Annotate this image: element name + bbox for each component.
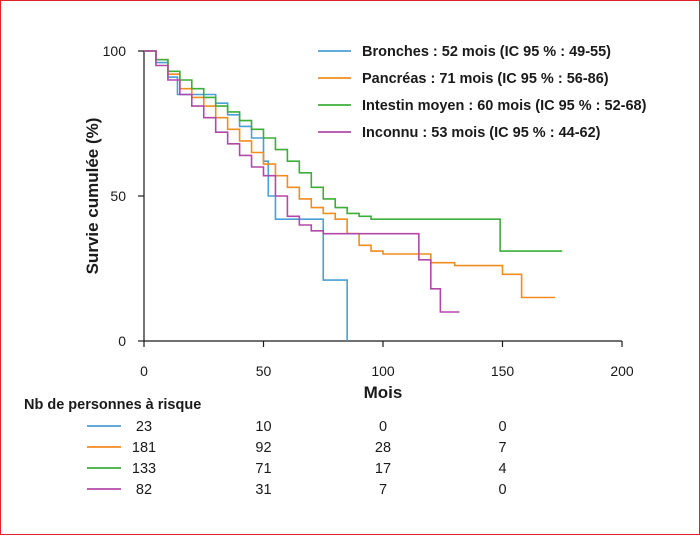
risk-table-cell: 7 <box>498 440 506 456</box>
risk-table-cell: 71 <box>255 461 271 477</box>
survival-curve-3 <box>144 50 563 252</box>
legend-label: Intestin moyen : 60 mois (IC 95 % : 52-6… <box>362 98 647 114</box>
risk-table-cell: 0 <box>498 482 506 498</box>
legend: Bronches : 52 mois (IC 95 % : 49-55) Panc… <box>318 44 647 141</box>
risk-table-cell: 31 <box>255 482 271 498</box>
x-tick-label: 50 <box>256 363 272 379</box>
legend-label: Bronches : 52 mois (IC 95 % : 49-55) <box>362 44 611 60</box>
risk-table-cell: 17 <box>375 461 391 477</box>
y-axis-title: Survie cumulée (%) <box>83 118 102 275</box>
y-tick-label: 100 <box>103 43 127 59</box>
risk-table-cell: 92 <box>255 440 271 456</box>
x-tick-label: 150 <box>491 363 515 379</box>
legend-label: Inconnu : 53 mois (IC 95 % : 44-62) <box>362 125 601 141</box>
risk-table-cell: 7 <box>379 482 387 498</box>
risk-table-cell: 23 <box>136 419 152 435</box>
risk-table-cell: 0 <box>379 419 387 435</box>
risk-table-cell: 181 <box>132 440 156 456</box>
risk-table-cell: 82 <box>136 482 152 498</box>
curves <box>144 50 563 341</box>
x-tick-label: 0 <box>140 363 148 379</box>
ticks: 0 50 100 150 200 0 50 100 <box>103 43 634 379</box>
x-axis-title: Mois <box>364 383 403 402</box>
risk-table-cell: 0 <box>498 419 506 435</box>
survival-curve-1 <box>144 50 348 341</box>
risk-table-title: Nb de personnes à risque <box>24 397 201 413</box>
survival-curve-4 <box>144 50 460 313</box>
survival-curve-2 <box>144 50 556 299</box>
y-tick-label: 0 <box>118 333 126 349</box>
legend-label: Pancréas : 71 mois (IC 95 % : 56-86) <box>362 71 609 87</box>
y-tick-label: 50 <box>110 188 126 204</box>
risk-table-cell: 10 <box>255 419 271 435</box>
risk-table-cell: 28 <box>375 440 391 456</box>
risk-table-cell: 4 <box>498 461 506 477</box>
x-tick-label: 200 <box>610 363 634 379</box>
x-tick-label: 100 <box>371 363 395 379</box>
risk-table-cell: 133 <box>132 461 156 477</box>
